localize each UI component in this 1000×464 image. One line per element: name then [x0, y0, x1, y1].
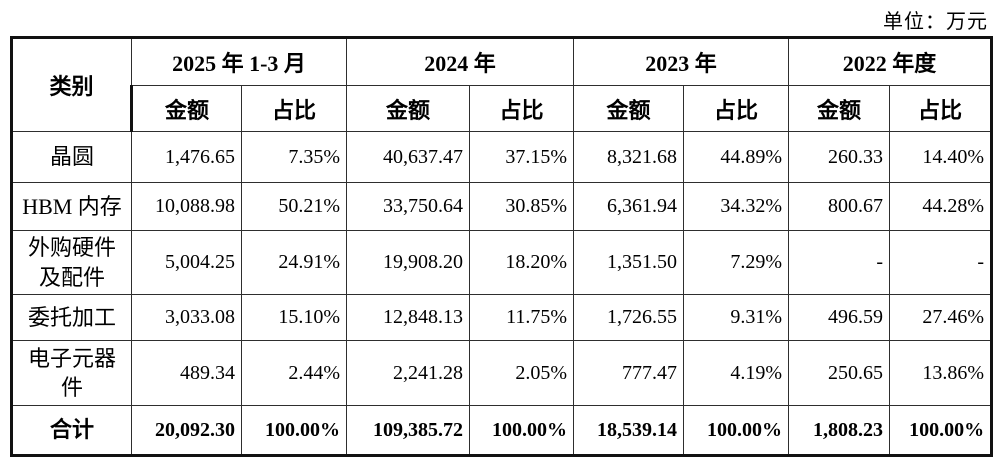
amount-header-2025: 金额: [130, 85, 242, 132]
table-row: 电子元器件 489.34 2.44% 2,241.28 2.05% 777.47…: [10, 340, 994, 406]
ratio-cell: 44.89%: [683, 131, 790, 183]
amount-header-2022: 金额: [788, 85, 891, 132]
total-ratio-cell: 100.00%: [240, 405, 348, 457]
ratio-cell: 2.05%: [469, 340, 575, 406]
ratio-cell: 18.20%: [469, 230, 575, 295]
amount-cell: 8,321.68: [573, 131, 685, 183]
amount-cell: 496.59: [788, 294, 891, 341]
amount-header-2023: 金额: [573, 85, 685, 132]
period-header-2022: 2022 年度: [788, 36, 994, 86]
total-amount-cell: 18,539.14: [573, 405, 685, 457]
table-row: HBM 内存 10,088.98 50.21% 33,750.64 30.85%…: [10, 182, 994, 231]
ratio-cell: 4.19%: [683, 340, 790, 406]
total-row: 合计 20,092.30 100.00% 109,385.72 100.00% …: [10, 405, 994, 457]
category-cell: 晶圆: [10, 131, 132, 183]
total-category-cell: 合计: [10, 405, 132, 457]
total-ratio-cell: 100.00%: [469, 405, 575, 457]
period-header-2023: 2023 年: [573, 36, 790, 86]
category-cell: 委托加工: [10, 294, 132, 341]
total-amount-cell: 109,385.72: [346, 405, 471, 457]
amount-cell: -: [788, 230, 891, 295]
category-header: 类别: [10, 36, 132, 132]
table-row: 晶圆 1,476.65 7.35% 40,637.47 37.15% 8,321…: [10, 131, 994, 183]
table-row: 委托加工 3,033.08 15.10% 12,848.13 11.75% 1,…: [10, 294, 994, 341]
amount-cell: 12,848.13: [346, 294, 471, 341]
amount-cell: 2,241.28: [346, 340, 471, 406]
ratio-cell: 7.35%: [240, 131, 348, 183]
ratio-header-2023: 占比: [683, 85, 790, 132]
total-ratio-cell: 100.00%: [683, 405, 790, 457]
amount-cell: 3,033.08: [131, 294, 242, 341]
amount-cell: 260.33: [788, 131, 891, 183]
amount-cell: 6,361.94: [573, 182, 685, 231]
amount-cell: 1,351.50: [573, 230, 685, 295]
total-ratio-cell: 100.00%: [889, 405, 994, 457]
ratio-cell: 9.31%: [683, 294, 790, 341]
total-amount-cell: 20,092.30: [131, 405, 242, 457]
category-cell: 电子元器件: [10, 340, 132, 406]
table-row: 外购硬件及配件 5,004.25 24.91% 19,908.20 18.20%…: [10, 230, 994, 295]
amount-cell: 40,637.47: [346, 131, 471, 183]
total-amount-cell: 1,808.23: [788, 405, 891, 457]
unit-label: 单位：万元: [883, 11, 988, 33]
ratio-cell: 34.32%: [683, 182, 790, 231]
amount-cell: 800.67: [788, 182, 891, 231]
period-header-2024: 2024 年: [346, 36, 575, 86]
amount-cell: 777.47: [573, 340, 685, 406]
ratio-header-2025: 占比: [240, 85, 348, 132]
amount-cell: 10,088.98: [131, 182, 242, 231]
amount-cell: 1,476.65: [131, 131, 242, 183]
amount-cell: 5,004.25: [131, 230, 242, 295]
ratio-cell: 37.15%: [469, 131, 575, 183]
amount-cell: 250.65: [788, 340, 891, 406]
ratio-cell: -: [889, 230, 994, 295]
period-header-2025: 2025 年 1-3 月: [130, 36, 348, 86]
ratio-cell: 11.75%: [469, 294, 575, 341]
ratio-cell: 14.40%: [889, 131, 994, 183]
amount-header-2024: 金额: [346, 85, 471, 132]
amount-cell: 33,750.64: [346, 182, 471, 231]
header-row-periods: 类别 2025 年 1-3 月 2024 年 2023 年 2022 年度: [10, 36, 994, 132]
ratio-cell: 13.86%: [889, 340, 994, 406]
header-row-measures: 金额 占比 金额 占比 金额 占比 金额 占比: [12, 85, 994, 132]
ratio-cell: 27.46%: [889, 294, 994, 341]
ratio-header-2022: 占比: [889, 85, 994, 132]
amount-cell: 1,726.55: [573, 294, 685, 341]
ratio-cell: 7.29%: [683, 230, 790, 295]
ratio-cell: 30.85%: [469, 182, 575, 231]
amount-cell: 19,908.20: [346, 230, 471, 295]
ratio-cell: 2.44%: [240, 340, 348, 406]
ratio-cell: 50.21%: [240, 182, 348, 231]
ratio-header-2024: 占比: [469, 85, 575, 132]
ratio-cell: 24.91%: [240, 230, 348, 295]
ratio-cell: 15.10%: [240, 294, 348, 341]
cost-composition-table: 类别 2025 年 1-3 月 2024 年 2023 年 2022 年度 金额…: [10, 36, 994, 457]
category-cell: 外购硬件及配件: [10, 230, 132, 295]
ratio-cell: 44.28%: [889, 182, 994, 231]
amount-cell: 489.34: [131, 340, 242, 406]
category-cell: HBM 内存: [10, 182, 132, 231]
